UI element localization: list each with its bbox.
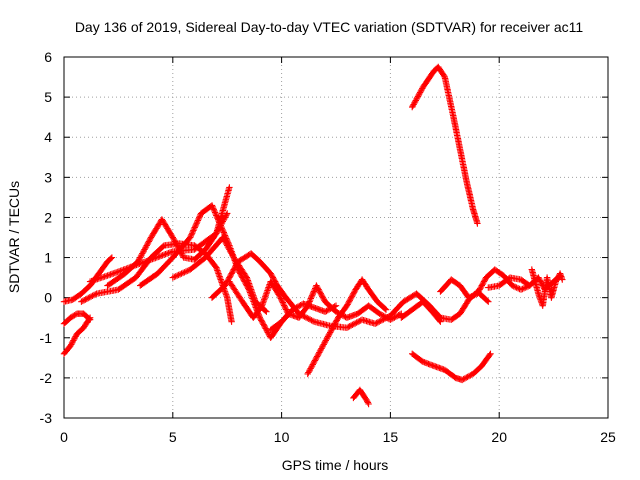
x-tick-label: 20 xyxy=(491,429,507,445)
data-point-markers xyxy=(528,266,566,309)
data-point-markers xyxy=(304,276,390,378)
x-tick-label: 10 xyxy=(274,429,290,445)
x-axis-label: GPS time / hours xyxy=(282,457,389,473)
series-track-19 xyxy=(409,350,494,384)
series-track-17 xyxy=(350,386,372,408)
y-tick-label: 2 xyxy=(44,209,52,225)
series-track-2 xyxy=(60,310,94,327)
y-tick-label: -1 xyxy=(40,330,53,346)
data-point-markers xyxy=(226,278,405,323)
y-tick-label: -2 xyxy=(40,370,53,386)
data-point-markers xyxy=(169,234,270,315)
data-point-markers xyxy=(60,310,94,327)
data-markers xyxy=(60,63,566,408)
data-point-markers xyxy=(409,350,494,384)
data-point-markers xyxy=(350,386,372,408)
series-track-18 xyxy=(409,63,481,227)
series-track-16 xyxy=(528,266,566,309)
series-track-11 xyxy=(267,300,340,333)
y-tick-label: 3 xyxy=(44,169,52,185)
data-point-markers xyxy=(267,300,340,333)
y-tick-label: 0 xyxy=(44,290,52,306)
grid xyxy=(64,57,608,418)
y-axis-label: SDTVAR / TECUs xyxy=(6,181,22,293)
data-point-markers xyxy=(60,314,94,357)
y-tick-label: 1 xyxy=(44,250,52,266)
y-tick-label: 5 xyxy=(44,89,52,105)
y-tick-label: 4 xyxy=(44,129,52,145)
x-tick-label: 0 xyxy=(60,429,68,445)
x-tick-label: 25 xyxy=(600,429,616,445)
series-track-12 xyxy=(304,276,390,378)
series-track-10 xyxy=(226,278,405,323)
y-tick-label: -3 xyxy=(40,410,53,426)
data-point-markers xyxy=(398,298,444,325)
data-point-markers xyxy=(409,63,481,227)
series-track-8 xyxy=(169,234,270,315)
plot-frame xyxy=(63,56,609,419)
x-tick-label: 5 xyxy=(169,429,177,445)
y-tick-label: 6 xyxy=(44,49,52,65)
axis-ticks: 0 5 10 15 20 25 -3 -2 -1 0 1 2 3 4 5 6 xyxy=(40,49,616,445)
series-track-1 xyxy=(60,314,94,357)
chart-title: Day 136 of 2019, Sidereal Day-to-day VTE… xyxy=(75,19,584,35)
x-tick-label: 15 xyxy=(383,429,399,445)
series-track-13 xyxy=(398,298,444,325)
